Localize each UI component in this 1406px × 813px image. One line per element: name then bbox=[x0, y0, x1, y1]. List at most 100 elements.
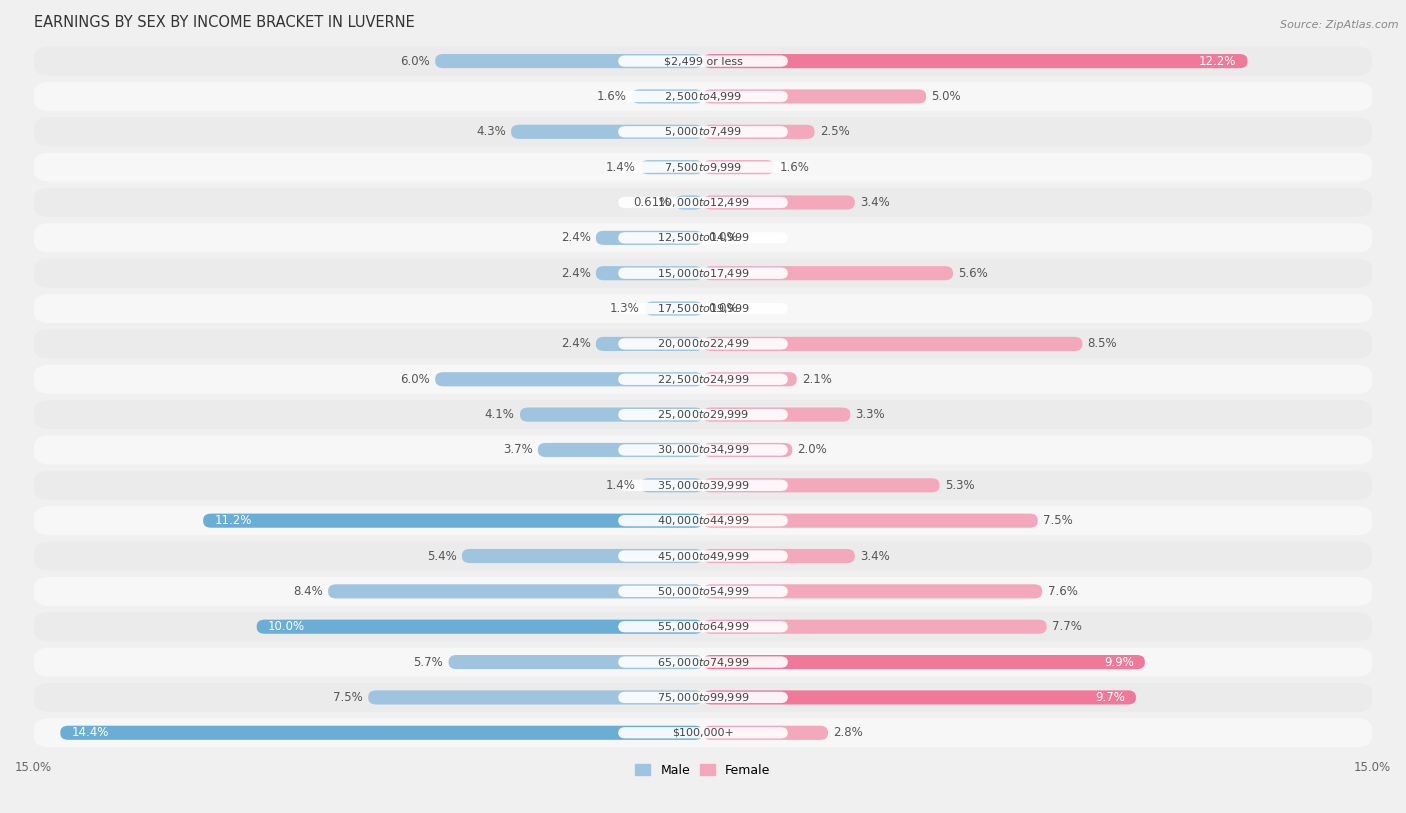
Text: 2.4%: 2.4% bbox=[561, 267, 591, 280]
Text: EARNINGS BY SEX BY INCOME BRACKET IN LUVERNE: EARNINGS BY SEX BY INCOME BRACKET IN LUV… bbox=[34, 15, 415, 30]
Text: $10,000 to $12,499: $10,000 to $12,499 bbox=[657, 196, 749, 209]
FancyBboxPatch shape bbox=[645, 302, 703, 315]
Text: 3.7%: 3.7% bbox=[503, 443, 533, 456]
Text: 2.4%: 2.4% bbox=[561, 232, 591, 245]
Text: $2,500 to $4,999: $2,500 to $4,999 bbox=[664, 90, 742, 103]
FancyBboxPatch shape bbox=[34, 400, 1372, 429]
FancyBboxPatch shape bbox=[368, 690, 703, 705]
Text: 12.2%: 12.2% bbox=[1199, 54, 1236, 67]
FancyBboxPatch shape bbox=[34, 329, 1372, 359]
Text: 1.4%: 1.4% bbox=[606, 479, 636, 492]
Text: $2,499 or less: $2,499 or less bbox=[664, 56, 742, 66]
FancyBboxPatch shape bbox=[34, 82, 1372, 111]
FancyBboxPatch shape bbox=[328, 585, 703, 598]
FancyBboxPatch shape bbox=[631, 89, 703, 103]
FancyBboxPatch shape bbox=[34, 224, 1372, 252]
FancyBboxPatch shape bbox=[436, 54, 703, 68]
Text: 2.5%: 2.5% bbox=[820, 125, 849, 138]
FancyBboxPatch shape bbox=[60, 726, 703, 740]
Text: 1.6%: 1.6% bbox=[596, 90, 626, 103]
Text: 1.6%: 1.6% bbox=[780, 161, 810, 174]
FancyBboxPatch shape bbox=[619, 55, 787, 67]
Text: 2.4%: 2.4% bbox=[561, 337, 591, 350]
FancyBboxPatch shape bbox=[34, 365, 1372, 393]
FancyBboxPatch shape bbox=[619, 727, 787, 738]
FancyBboxPatch shape bbox=[703, 690, 1136, 705]
FancyBboxPatch shape bbox=[703, 585, 1042, 598]
Text: $25,000 to $29,999: $25,000 to $29,999 bbox=[657, 408, 749, 421]
FancyBboxPatch shape bbox=[34, 436, 1372, 464]
FancyBboxPatch shape bbox=[34, 541, 1372, 571]
Text: 11.2%: 11.2% bbox=[214, 514, 252, 527]
FancyBboxPatch shape bbox=[257, 620, 703, 634]
FancyBboxPatch shape bbox=[619, 303, 787, 314]
Text: 0.0%: 0.0% bbox=[709, 232, 738, 245]
FancyBboxPatch shape bbox=[619, 656, 787, 667]
FancyBboxPatch shape bbox=[703, 124, 814, 139]
Text: $20,000 to $22,499: $20,000 to $22,499 bbox=[657, 337, 749, 350]
Text: $30,000 to $34,999: $30,000 to $34,999 bbox=[657, 443, 749, 456]
Text: 1.4%: 1.4% bbox=[606, 161, 636, 174]
Text: 7.7%: 7.7% bbox=[1052, 620, 1081, 633]
Text: $35,000 to $39,999: $35,000 to $39,999 bbox=[657, 479, 749, 492]
Text: Source: ZipAtlas.com: Source: ZipAtlas.com bbox=[1281, 20, 1399, 30]
FancyBboxPatch shape bbox=[619, 197, 787, 208]
Text: 3.3%: 3.3% bbox=[856, 408, 886, 421]
FancyBboxPatch shape bbox=[619, 480, 787, 491]
FancyBboxPatch shape bbox=[520, 407, 703, 422]
Text: 5.4%: 5.4% bbox=[427, 550, 457, 563]
FancyBboxPatch shape bbox=[619, 444, 787, 455]
FancyBboxPatch shape bbox=[703, 195, 855, 210]
FancyBboxPatch shape bbox=[619, 91, 787, 102]
FancyBboxPatch shape bbox=[619, 409, 787, 420]
Text: 0.61%: 0.61% bbox=[633, 196, 671, 209]
FancyBboxPatch shape bbox=[619, 515, 787, 526]
Text: 2.0%: 2.0% bbox=[797, 443, 827, 456]
FancyBboxPatch shape bbox=[703, 54, 1247, 68]
FancyBboxPatch shape bbox=[619, 126, 787, 137]
FancyBboxPatch shape bbox=[703, 266, 953, 280]
Legend: Male, Female: Male, Female bbox=[630, 759, 776, 782]
Text: 9.7%: 9.7% bbox=[1095, 691, 1125, 704]
FancyBboxPatch shape bbox=[34, 683, 1372, 712]
Text: 5.7%: 5.7% bbox=[413, 655, 443, 668]
FancyBboxPatch shape bbox=[703, 407, 851, 422]
Text: 7.6%: 7.6% bbox=[1047, 585, 1077, 598]
Text: 3.4%: 3.4% bbox=[860, 196, 890, 209]
Text: 9.9%: 9.9% bbox=[1104, 655, 1133, 668]
Text: $12,500 to $14,999: $12,500 to $14,999 bbox=[657, 232, 749, 245]
FancyBboxPatch shape bbox=[703, 372, 797, 386]
Text: 1.3%: 1.3% bbox=[610, 302, 640, 315]
Text: 8.5%: 8.5% bbox=[1088, 337, 1118, 350]
Text: $5,000 to $7,499: $5,000 to $7,499 bbox=[664, 125, 742, 138]
Text: $50,000 to $54,999: $50,000 to $54,999 bbox=[657, 585, 749, 598]
FancyBboxPatch shape bbox=[34, 153, 1372, 181]
FancyBboxPatch shape bbox=[703, 726, 828, 740]
FancyBboxPatch shape bbox=[34, 259, 1372, 288]
FancyBboxPatch shape bbox=[619, 233, 787, 244]
Text: 6.0%: 6.0% bbox=[401, 372, 430, 385]
FancyBboxPatch shape bbox=[703, 160, 775, 174]
FancyBboxPatch shape bbox=[34, 188, 1372, 217]
Text: 8.4%: 8.4% bbox=[292, 585, 323, 598]
Text: $22,500 to $24,999: $22,500 to $24,999 bbox=[657, 372, 749, 385]
FancyBboxPatch shape bbox=[34, 117, 1372, 146]
FancyBboxPatch shape bbox=[34, 506, 1372, 535]
FancyBboxPatch shape bbox=[596, 337, 703, 351]
Text: 4.1%: 4.1% bbox=[485, 408, 515, 421]
Text: 0.0%: 0.0% bbox=[709, 302, 738, 315]
Text: $65,000 to $74,999: $65,000 to $74,999 bbox=[657, 655, 749, 668]
FancyBboxPatch shape bbox=[619, 374, 787, 385]
FancyBboxPatch shape bbox=[596, 266, 703, 280]
FancyBboxPatch shape bbox=[34, 471, 1372, 500]
FancyBboxPatch shape bbox=[619, 267, 787, 279]
FancyBboxPatch shape bbox=[436, 372, 703, 386]
FancyBboxPatch shape bbox=[619, 585, 787, 597]
Text: $15,000 to $17,499: $15,000 to $17,499 bbox=[657, 267, 749, 280]
FancyBboxPatch shape bbox=[703, 655, 1144, 669]
Text: 7.5%: 7.5% bbox=[333, 691, 363, 704]
Text: 2.8%: 2.8% bbox=[834, 726, 863, 739]
FancyBboxPatch shape bbox=[703, 89, 927, 103]
Text: $40,000 to $44,999: $40,000 to $44,999 bbox=[657, 514, 749, 527]
FancyBboxPatch shape bbox=[703, 549, 855, 563]
